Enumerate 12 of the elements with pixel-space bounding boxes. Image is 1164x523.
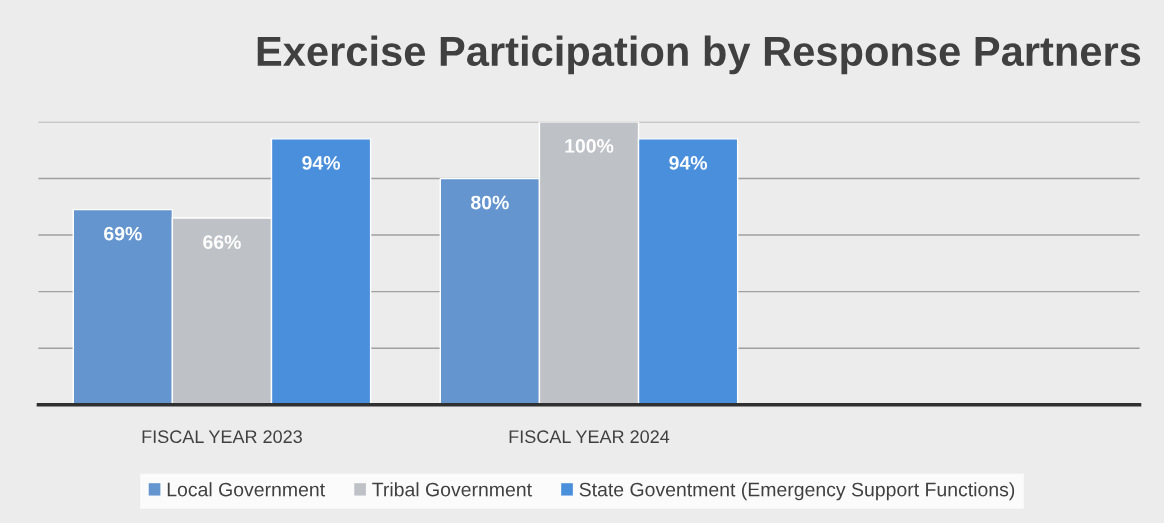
text: 69% xyxy=(104,226,142,241)
legend-label: Local Government xyxy=(167,482,325,497)
legend-label: Tribal Government xyxy=(372,482,532,497)
text: 100% xyxy=(565,139,614,153)
text: 94% xyxy=(302,156,340,170)
x-tick-label: FISCAL YEAR 2024 xyxy=(509,430,670,444)
chart-title: Exercise Participation by Response Partners xyxy=(257,35,1141,75)
text: 94% xyxy=(669,156,708,170)
text: 66% xyxy=(203,235,241,250)
x-tick-label: FISCAL YEAR 2023 xyxy=(142,430,302,444)
legend-label: State Goventment (Emergency Support Functions) xyxy=(579,482,1015,501)
text: 80% xyxy=(471,195,509,210)
